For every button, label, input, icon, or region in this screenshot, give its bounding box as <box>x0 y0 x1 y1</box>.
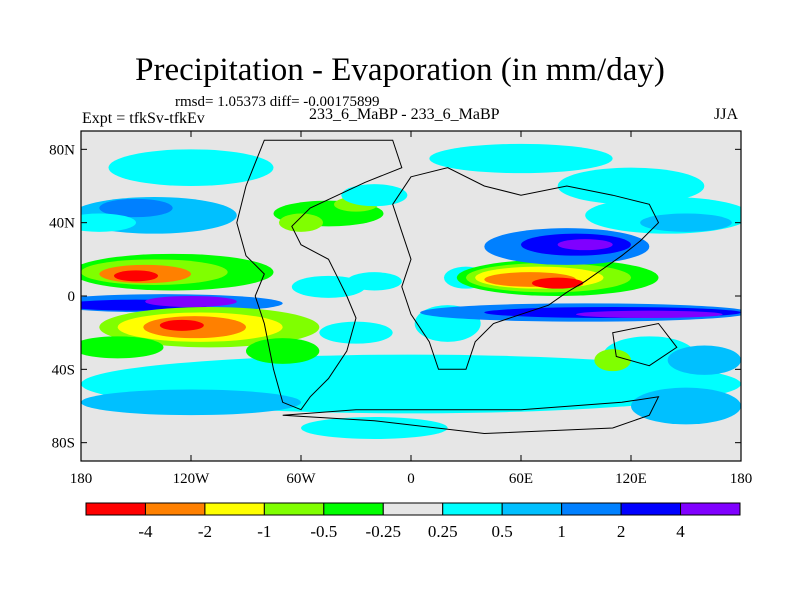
x-tick-label: 60E <box>509 471 533 487</box>
contour-region-7 <box>81 213 136 232</box>
y-tick-label: 80S <box>52 436 75 452</box>
contour-region-15 <box>114 270 158 282</box>
y-tick-label: 40N <box>49 216 75 232</box>
colorbar-label: 0.5 <box>492 522 513 541</box>
land-outline-2 <box>282 396 660 435</box>
colorbar-swatch-0 <box>85 502 146 516</box>
land-outline-3 <box>612 322 678 367</box>
colorbar-label: 2 <box>617 522 626 541</box>
contour-region-11 <box>341 184 408 207</box>
colorbar-swatch-9 <box>620 502 682 516</box>
colorbar-swatch-5 <box>382 502 444 516</box>
contour-region-2 <box>301 417 448 439</box>
season-label: JJA <box>714 106 739 123</box>
colorbar-swatch-2 <box>204 502 265 516</box>
colorbar-label: -1 <box>257 522 271 541</box>
contour-region-34 <box>532 277 584 289</box>
contour-region-22 <box>159 319 204 331</box>
contour-region-23 <box>81 336 164 359</box>
colorbar-swatch-6 <box>442 502 503 516</box>
contour-region-24 <box>245 338 320 364</box>
x-tick-label: 120E <box>615 471 647 487</box>
colorbar-swatch-1 <box>144 502 206 516</box>
x-tick-label: 180 <box>730 471 753 487</box>
contour-region-42 <box>640 213 732 232</box>
y-tick-label: 0 <box>68 289 76 305</box>
contour-region-27 <box>319 321 393 344</box>
contour-region-6 <box>99 198 173 218</box>
colorbar-swatch-4 <box>323 502 384 516</box>
colorbar-swatch-3 <box>263 502 325 516</box>
colorbar-label: -2 <box>198 522 212 541</box>
x-tick-label: 0 <box>407 471 415 487</box>
chart-subtitle: 233_6_MaBP - 233_6_MaBP <box>309 106 500 123</box>
contour-region-45 <box>667 345 741 375</box>
chart-title: Precipitation - Evaporation (in mm/day) <box>135 52 665 88</box>
x-tick-label: 120W <box>173 471 211 487</box>
land-outline-1 <box>392 167 660 370</box>
y-tick-label: 80N <box>49 142 75 158</box>
colorbar-label: 0.25 <box>428 522 458 541</box>
colorbar-label: 4 <box>676 522 685 541</box>
contour-region-37 <box>576 310 723 319</box>
contour-region-3 <box>631 387 741 425</box>
contour-region-46 <box>594 349 632 372</box>
experiment-label: Expt = tfkSv-tfkEv <box>82 110 205 127</box>
x-tick-label: 60W <box>286 471 316 487</box>
colorbar-swatch-10 <box>680 502 741 516</box>
contour-region-1 <box>81 389 301 416</box>
y-tick-label: 40S <box>52 362 75 378</box>
colorbar-swatch-8 <box>561 502 622 516</box>
contour-region-18 <box>145 296 237 307</box>
contour-region-43 <box>557 167 705 205</box>
contour-region-9 <box>279 213 323 232</box>
colorbar-label: -4 <box>138 522 153 541</box>
contour-field <box>81 143 741 439</box>
colorbar-label: -0.25 <box>366 522 401 541</box>
land-outline-0 <box>236 139 403 411</box>
colorbar-label: 1 <box>557 522 566 541</box>
contour-region-26 <box>346 272 402 291</box>
colorbar-label: -0.5 <box>310 522 337 541</box>
contour-region-40 <box>557 239 613 251</box>
contour-region-47 <box>108 149 274 187</box>
contour-region-48 <box>429 143 613 174</box>
colorbar-swatch-7 <box>501 502 563 516</box>
x-tick-label: 180 <box>70 471 93 487</box>
stats-label: rmsd= 1.05373 diff= -0.00175899 <box>175 94 380 110</box>
